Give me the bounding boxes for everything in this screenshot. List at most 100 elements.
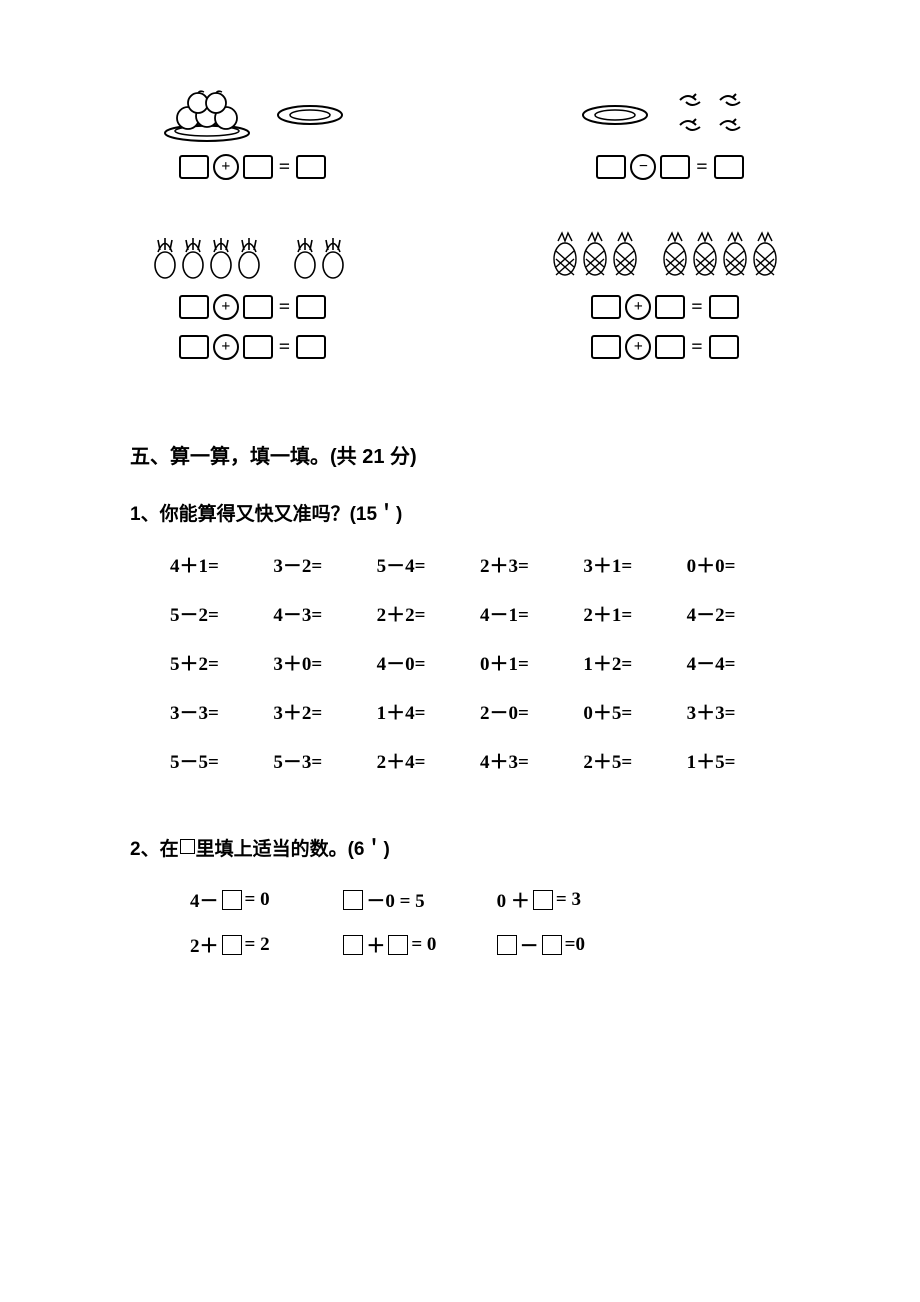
equation-line: + = [179, 154, 326, 180]
arith-cell[interactable]: 3＋2= [273, 698, 376, 725]
blank-box[interactable] [343, 935, 363, 955]
arith-cell[interactable]: 2＋3= [480, 551, 583, 578]
fill-cell[interactable]: ＋ = 0 [343, 931, 496, 958]
text-part: =0 [565, 934, 585, 956]
picture-block-vegetables: + = + = [150, 230, 355, 360]
image-row [580, 90, 760, 140]
arith-cell[interactable]: 3＋0= [273, 649, 376, 676]
blank-box[interactable] [243, 335, 273, 359]
blank-box[interactable] [222, 890, 242, 910]
equation-line: + = [591, 294, 738, 320]
arith-cell[interactable]: 3＋1= [583, 551, 686, 578]
text-part: 0 ＋ [497, 886, 530, 913]
arith-cell[interactable]: 1＋4= [377, 698, 480, 725]
picture-block-birds: − = [580, 90, 760, 180]
arithmetic-grid: 4＋1= 3－2= 5－4= 2＋3= 3＋1= 0＋0= 5－2= 4－3= … [130, 551, 790, 774]
blank-box[interactable] [655, 335, 685, 359]
arith-cell[interactable]: 0＋0= [687, 551, 790, 578]
arith-cell[interactable]: 4－1= [480, 600, 583, 627]
blank-box[interactable] [179, 155, 209, 179]
blank-box[interactable] [542, 935, 562, 955]
blank-box[interactable] [596, 155, 626, 179]
fill-cell[interactable]: 0 ＋ = 3 [497, 886, 650, 913]
equals-sign: = [689, 336, 704, 359]
blank-box[interactable] [243, 155, 273, 179]
blank-box[interactable] [714, 155, 744, 179]
blank-box[interactable] [591, 295, 621, 319]
subsection-1-title: 1、你能算得又快又准吗？(15＇) [130, 499, 790, 526]
blank-box[interactable] [388, 935, 408, 955]
text-part: = 2 [245, 934, 270, 956]
blank-box[interactable] [660, 155, 690, 179]
blank-box[interactable] [709, 295, 739, 319]
fill-blank-grid: 4－ = 0 －0 = 5 0 ＋ = 3 2＋ = 2 ＋ = 0 － [130, 886, 650, 958]
arith-cell[interactable]: 5－2= [170, 600, 273, 627]
picture-block-peaches: + = [160, 90, 345, 180]
arith-cell[interactable]: 3－3= [170, 698, 273, 725]
arith-cell[interactable]: 0＋1= [480, 649, 583, 676]
arith-cell[interactable]: 5－3= [273, 747, 376, 774]
birds-icon [670, 90, 760, 140]
blank-box[interactable] [296, 155, 326, 179]
arith-cell[interactable]: 3－2= [273, 551, 376, 578]
arith-cell[interactable]: 1＋2= [583, 649, 686, 676]
worksheet-page: + = [0, 0, 920, 1302]
blank-box[interactable] [179, 335, 209, 359]
fill-cell[interactable]: 4－ = 0 [190, 886, 343, 913]
arith-cell[interactable]: 2＋4= [377, 747, 480, 774]
arith-cell[interactable]: 2＋5= [583, 747, 686, 774]
arith-cell[interactable]: 2＋1= [583, 600, 686, 627]
image-row [160, 90, 345, 140]
blank-box[interactable] [591, 335, 621, 359]
operator-circle: + [625, 334, 651, 360]
arith-cell[interactable]: 5－5= [170, 747, 273, 774]
empty-plate-icon [275, 103, 345, 128]
blank-box[interactable] [655, 295, 685, 319]
blank-box[interactable] [243, 295, 273, 319]
image-row [150, 230, 355, 280]
equals-sign: = [689, 296, 704, 319]
equation-line: + = [591, 334, 738, 360]
pineapple-group-4-icon [660, 231, 780, 279]
text-part: － [520, 931, 539, 958]
equation-line: + = [179, 294, 326, 320]
blank-box[interactable] [179, 295, 209, 319]
text-part: = 3 [556, 889, 581, 911]
subsection-2-title: 2、在里填上适当的数。(6＇) [130, 834, 790, 861]
arith-cell[interactable]: 4＋3= [480, 747, 583, 774]
blank-box[interactable] [709, 335, 739, 359]
arith-cell[interactable]: 2＋2= [377, 600, 480, 627]
arith-cell[interactable]: 4－2= [687, 600, 790, 627]
arith-cell[interactable]: 5－4= [377, 551, 480, 578]
equation-line: + = [179, 334, 326, 360]
fill-cell[interactable]: －0 = 5 [343, 886, 496, 913]
text-part: = 0 [245, 889, 270, 911]
operator-circle: + [213, 294, 239, 320]
text-part: 4－ [190, 886, 219, 913]
picture-row-2: + = + = [130, 230, 790, 360]
blank-box[interactable] [533, 890, 553, 910]
arith-cell[interactable]: 3＋3= [687, 698, 790, 725]
operator-circle: + [213, 334, 239, 360]
arith-cell[interactable]: 4－4= [687, 649, 790, 676]
blank-box[interactable] [222, 935, 242, 955]
operator-circle: − [630, 154, 656, 180]
arith-cell[interactable]: 5＋2= [170, 649, 273, 676]
pineapple-group-3-icon [550, 231, 640, 279]
arith-cell[interactable]: 4－3= [273, 600, 376, 627]
blank-box[interactable] [296, 335, 326, 359]
text-part: ＋ [366, 931, 385, 958]
picture-row-1: + = [130, 90, 790, 180]
arith-cell[interactable]: 2－0= [480, 698, 583, 725]
arith-cell[interactable]: 1＋5= [687, 747, 790, 774]
blank-box[interactable] [343, 890, 363, 910]
title-prefix: 2、在 [130, 839, 179, 860]
arith-cell[interactable]: 4－0= [377, 649, 480, 676]
fill-cell[interactable]: 2＋ = 2 [190, 931, 343, 958]
blank-box[interactable] [296, 295, 326, 319]
arith-cell[interactable]: 0＋5= [583, 698, 686, 725]
arith-cell[interactable]: 4＋1= [170, 551, 273, 578]
title-suffix: 里填上适当的数。(6＇) [196, 839, 390, 860]
fill-cell[interactable]: － =0 [497, 931, 650, 958]
blank-box[interactable] [497, 935, 517, 955]
